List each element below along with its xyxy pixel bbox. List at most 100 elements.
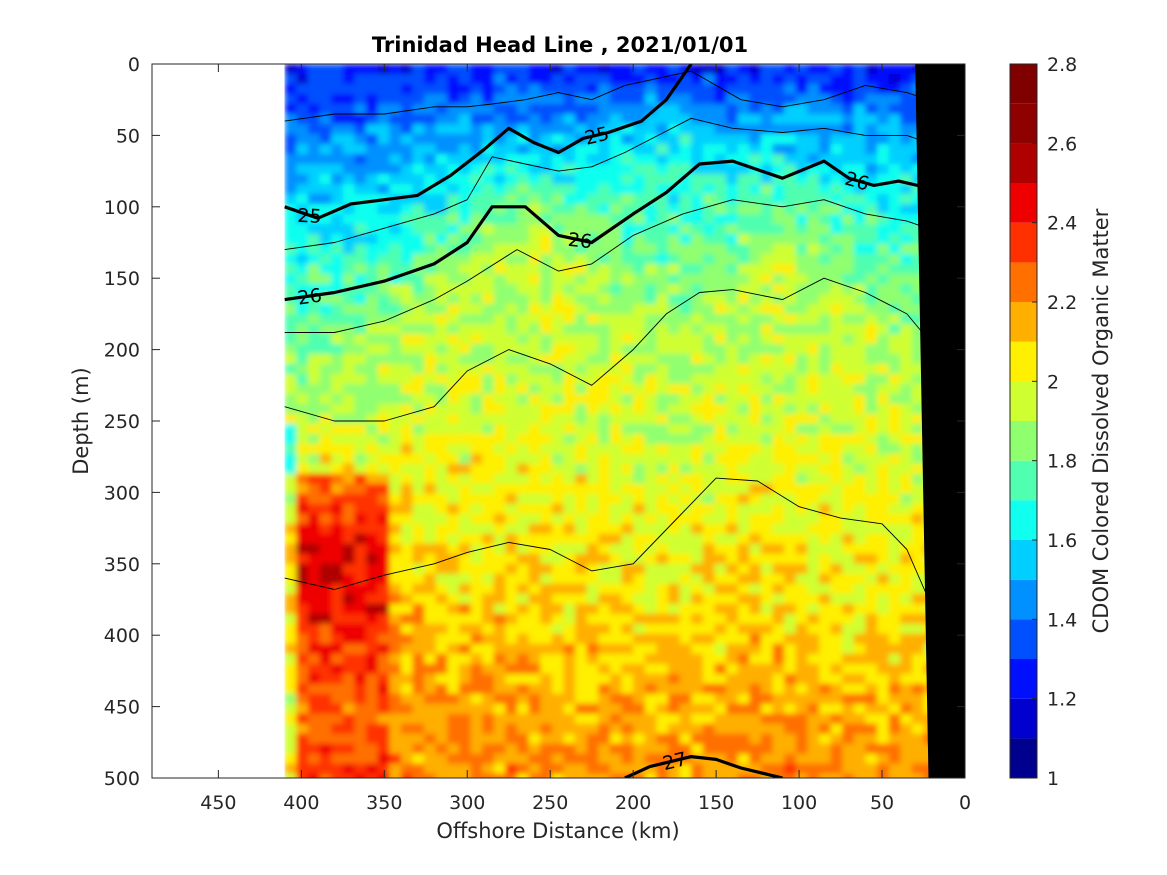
cdom-cell — [540, 753, 553, 765]
x-tick-label: 150 — [698, 792, 734, 814]
cdom-cell — [749, 583, 762, 595]
cdom-cell — [726, 94, 739, 105]
cdom-cell — [435, 84, 449, 95]
cdom-cell — [691, 483, 704, 495]
cdom-cell — [377, 423, 390, 435]
cdom-cell — [505, 333, 518, 345]
cdom-cell — [528, 74, 541, 85]
cdom-cell — [772, 503, 785, 515]
cdom-cell — [830, 623, 843, 635]
cdom-cell — [900, 513, 913, 525]
cdom-cell — [400, 543, 414, 555]
cdom-cell — [575, 203, 588, 215]
cdom-cell — [784, 653, 797, 665]
cdom-cell — [586, 213, 600, 225]
cdom-cell — [540, 633, 553, 645]
cdom-cell — [412, 423, 425, 435]
cdom-cell — [586, 513, 600, 525]
cdom-cell — [807, 693, 820, 705]
cdom-cell — [749, 353, 762, 365]
cdom-cell — [377, 363, 390, 375]
cdom-cell — [563, 733, 576, 745]
cdom-cell — [400, 633, 414, 645]
cdom-cell — [377, 583, 390, 595]
cdom-cell — [331, 423, 344, 435]
cdom-cell — [633, 144, 646, 155]
cdom-cell — [528, 603, 541, 615]
cdom-cell — [482, 773, 495, 778]
cdom-cell — [726, 623, 739, 635]
cdom-cell — [575, 184, 588, 195]
cdom-cell — [714, 303, 727, 315]
cdom-cell — [435, 343, 449, 355]
cdom-cell — [784, 453, 797, 465]
cdom-cell — [458, 623, 472, 635]
cdom-cell — [377, 263, 390, 275]
cdom-cell — [877, 573, 890, 585]
cdom-cell — [842, 493, 855, 505]
cdom-cell — [633, 523, 646, 535]
cdom-cell — [308, 343, 321, 355]
cdom-cell — [842, 593, 855, 605]
cdom-cell — [772, 713, 785, 725]
cdom-cell — [668, 443, 681, 455]
cdom-cell — [633, 493, 646, 505]
cdom-cell — [819, 493, 832, 505]
cdom-cell — [900, 273, 913, 285]
cdom-cell — [621, 164, 634, 175]
cdom-cell — [482, 393, 495, 405]
cdom-cell — [319, 383, 332, 395]
cdom-cell — [679, 693, 692, 705]
cdom-cell — [505, 213, 518, 225]
cdom-cell — [621, 463, 634, 475]
cdom-cell — [842, 154, 855, 165]
cdom-cell — [737, 164, 751, 175]
cdom-cell — [702, 763, 716, 775]
cdom-cell — [668, 723, 681, 735]
cdom-cell — [842, 693, 855, 705]
cdom-cell — [447, 413, 460, 425]
cdom-cell — [819, 523, 832, 535]
cdom-cell — [609, 413, 623, 425]
cdom-cell — [296, 243, 309, 255]
cdom-cell — [679, 293, 692, 305]
cdom-cell — [447, 213, 460, 225]
cdom-cell — [877, 373, 890, 385]
cdom-cell — [656, 703, 669, 715]
cdom-cell — [795, 243, 809, 255]
cdom-cell — [726, 493, 739, 505]
cdom-cell — [424, 583, 437, 595]
cdom-cell — [609, 64, 623, 75]
cdom-cell — [389, 753, 402, 765]
cdom-cell — [354, 343, 367, 355]
cdom-cell — [877, 233, 890, 245]
cdom-cell — [540, 323, 553, 335]
cdom-cell — [284, 313, 298, 325]
cdom-cell — [284, 233, 298, 245]
cdom-cell — [470, 523, 483, 535]
cdom-cell — [458, 383, 472, 395]
cdom-cell — [749, 773, 762, 778]
isopycnal-line — [284, 477, 933, 607]
cdom-cell — [679, 154, 692, 165]
cdom-cell — [482, 323, 495, 335]
cdom-cell — [412, 243, 425, 255]
cdom-cell — [842, 473, 855, 485]
cdom-cell — [726, 683, 739, 695]
cdom-cell — [575, 483, 588, 495]
cdom-cell — [424, 343, 437, 355]
cdom-cell — [331, 643, 344, 655]
cdom-cell — [540, 243, 553, 255]
cdom-cell — [737, 233, 751, 245]
cdom-cell — [424, 543, 437, 555]
cdom-cell — [528, 663, 541, 675]
cdom-cell — [621, 383, 634, 395]
colorbar-band — [1010, 341, 1037, 382]
cdom-cell — [458, 503, 472, 515]
cdom-cell — [458, 573, 472, 585]
cdom-cell — [505, 603, 518, 615]
cdom-cell — [284, 593, 298, 605]
cdom-cell — [458, 743, 472, 755]
cdom-cell — [400, 74, 414, 85]
cdom-cell — [458, 253, 472, 265]
